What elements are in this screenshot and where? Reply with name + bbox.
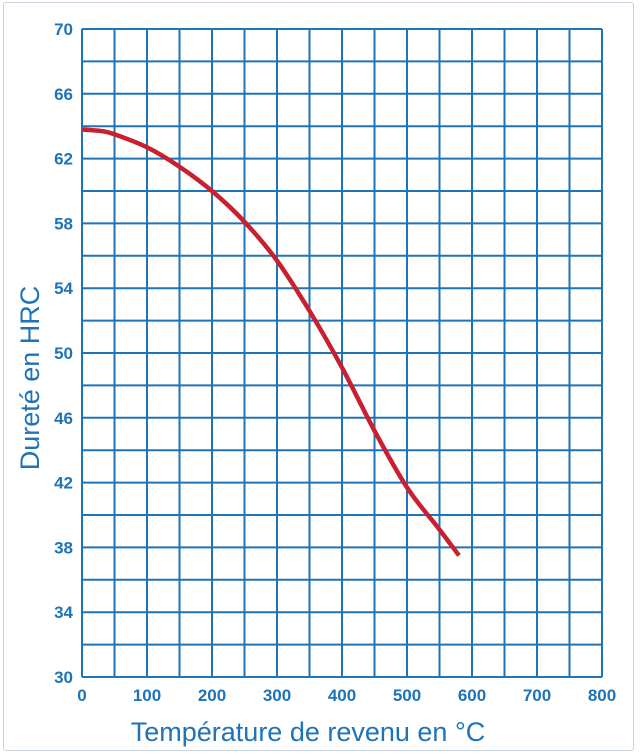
y-tick-label: 54 <box>54 279 73 298</box>
x-tick-label: 500 <box>393 686 421 705</box>
y-tick-label: 30 <box>54 668 73 687</box>
x-tick-label: 300 <box>263 686 291 705</box>
hardness-curve-line <box>81 127 461 557</box>
series-layer <box>81 127 461 557</box>
x-axis-label: Température de revenu en °C <box>131 717 486 747</box>
y-tick-label: 34 <box>54 603 73 622</box>
y-tick-label: 38 <box>54 538 73 557</box>
x-tick-label: 200 <box>198 686 226 705</box>
y-tick-label: 46 <box>54 409 73 428</box>
y-tick-label: 58 <box>54 214 73 233</box>
y-tick-label: 62 <box>54 150 73 169</box>
y-tick-label: 70 <box>54 20 73 39</box>
grid <box>81 28 603 678</box>
x-tick-label: 700 <box>523 686 551 705</box>
x-tick-label: 100 <box>133 686 161 705</box>
x-tick-label: 0 <box>77 686 86 705</box>
x-tick-label: 400 <box>328 686 356 705</box>
x-tick-labels: 0 100 200 300 400 500 600 700 800 <box>77 686 616 705</box>
y-tick-label: 42 <box>54 474 73 493</box>
y-tick-labels: 30 34 38 42 46 50 54 58 62 66 70 <box>54 20 73 687</box>
x-tick-label: 600 <box>458 686 486 705</box>
y-tick-label: 50 <box>54 344 73 363</box>
x-tick-label: 800 <box>588 686 616 705</box>
y-tick-label: 66 <box>54 85 73 104</box>
y-axis-label: Dureté en HRC <box>15 286 45 471</box>
